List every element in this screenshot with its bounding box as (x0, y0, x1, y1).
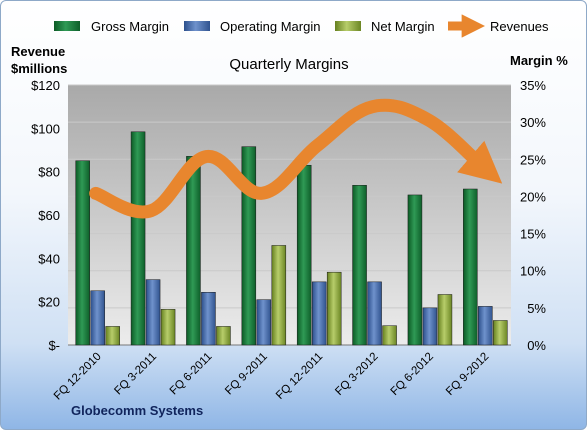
bar-gross-margin (352, 185, 367, 346)
legend-swatch-net-margin (335, 21, 361, 31)
bar-net-margin (271, 245, 287, 346)
bar-operating-margin (478, 306, 493, 346)
left-tick-label: $120 (31, 78, 60, 93)
left-tick-label: $80 (38, 165, 60, 180)
bar-gross-margin (75, 160, 90, 346)
left-tick-label: $100 (31, 121, 60, 136)
right-axis-label: Margin % (510, 53, 568, 68)
legend-swatch-operating-margin (184, 21, 210, 31)
bar-net-margin (437, 294, 453, 346)
x-tick-label: FQ 3-2011 (112, 351, 159, 398)
x-tick-label: FQ 12-2011 (274, 351, 325, 402)
legend: Gross Margin Operating Margin Net Margin… (54, 14, 549, 38)
right-tick-label: 0% (527, 338, 546, 353)
x-tick-label: FQ 6-2012 (389, 351, 436, 398)
bar-net-margin (160, 309, 176, 346)
left-tick-label: $- (48, 338, 60, 353)
bar-operating-margin (311, 281, 327, 346)
bar-gross-margin (130, 131, 146, 346)
revenues-line (89, 98, 503, 219)
left-axis-label-line1: Revenue (11, 44, 65, 59)
left-axis-ticks: $- $20 $40 $60 $80 $100 $120 (31, 78, 60, 353)
right-tick-label: 5% (527, 301, 546, 316)
left-tick-label: $40 (38, 251, 60, 266)
x-tick-label: FQ 9-2011 (223, 351, 270, 398)
bar-gross-margin (186, 156, 201, 346)
bar-gross-margin (463, 188, 478, 346)
bar-operating-margin (367, 281, 382, 346)
bar-net-margin (216, 326, 231, 346)
right-tick-label: 20% (520, 189, 546, 204)
bar-operating-margin (145, 279, 161, 346)
legend-label-net-margin: Net Margin (371, 19, 435, 34)
bar-gross-margin (296, 164, 312, 346)
right-tick-label: 25% (520, 152, 546, 167)
x-tick-label: FQ 3-2012 (333, 351, 380, 398)
x-axis-ticks: FQ 12-2010 FQ 3-2011 FQ 6-2011 FQ 9-2011 FQ … (52, 351, 492, 403)
x-tick-label: FQ 12-2010 (52, 351, 104, 403)
bar-gross-margin (407, 194, 423, 346)
bar-operating-margin (256, 299, 272, 346)
right-axis-ticks: 0% 5% 10% 15% 20% 25% 30% 35% (520, 78, 546, 353)
bar-operating-margin (201, 292, 216, 346)
right-tick-label: 30% (520, 115, 546, 130)
chart-title: Quarterly Margins (229, 56, 348, 73)
legend-label-revenues: Revenues (490, 19, 549, 34)
left-tick-label: $20 (38, 295, 60, 310)
right-tick-label: 15% (520, 227, 546, 242)
bar-net-margin (493, 320, 508, 346)
right-tick-label: 10% (520, 264, 546, 279)
legend-label-gross-margin: Gross Margin (91, 19, 169, 34)
left-tick-label: $60 (38, 208, 60, 223)
company-name: Globecomm Systems (71, 403, 203, 418)
legend-label-operating-margin: Operating Margin (220, 19, 320, 34)
x-tick-label: FQ 9-2012 (444, 351, 491, 398)
bar-operating-margin (422, 307, 438, 346)
bar-net-margin (326, 271, 342, 346)
left-axis-label-line2: $millions (11, 61, 67, 76)
legend-swatch-gross-margin (54, 21, 80, 31)
bar-net-margin (382, 325, 397, 346)
right-tick-label: 35% (520, 78, 546, 93)
bar-net-margin (105, 326, 120, 346)
bar-operating-margin (90, 290, 105, 346)
x-tick-label: FQ 6-2011 (168, 351, 215, 398)
